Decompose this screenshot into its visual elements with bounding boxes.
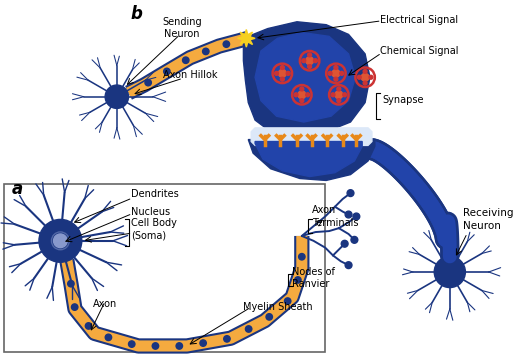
- Text: Electrical Signal: Electrical Signal: [379, 15, 458, 25]
- Text: Dendrites: Dendrites: [132, 189, 179, 199]
- Polygon shape: [238, 30, 255, 47]
- Circle shape: [361, 73, 369, 81]
- Circle shape: [314, 59, 317, 63]
- Polygon shape: [255, 142, 362, 177]
- Circle shape: [72, 304, 78, 310]
- Text: Cell Body
(Soma): Cell Body (Soma): [132, 218, 177, 240]
- FancyBboxPatch shape: [4, 184, 325, 352]
- Circle shape: [299, 253, 305, 260]
- Circle shape: [337, 99, 341, 102]
- Circle shape: [298, 91, 306, 99]
- Circle shape: [244, 35, 251, 42]
- Polygon shape: [243, 22, 370, 136]
- Circle shape: [334, 77, 338, 81]
- Circle shape: [128, 341, 135, 347]
- Circle shape: [358, 75, 361, 79]
- Circle shape: [294, 277, 301, 283]
- Circle shape: [307, 53, 312, 57]
- Text: Axon: Axon: [93, 299, 117, 309]
- Circle shape: [347, 190, 354, 197]
- Circle shape: [306, 93, 310, 97]
- Circle shape: [335, 91, 343, 99]
- Circle shape: [105, 334, 112, 341]
- Circle shape: [434, 256, 466, 287]
- Circle shape: [203, 48, 209, 55]
- Circle shape: [275, 71, 278, 75]
- Text: Sending
Neuron: Sending Neuron: [162, 17, 202, 39]
- Circle shape: [183, 57, 189, 63]
- Text: Nodes of
Ranvier: Nodes of Ranvier: [292, 267, 335, 289]
- Circle shape: [280, 77, 284, 81]
- Circle shape: [280, 66, 284, 70]
- Polygon shape: [251, 128, 372, 146]
- Text: Chemical Signal: Chemical Signal: [379, 46, 458, 56]
- Circle shape: [328, 71, 332, 75]
- Circle shape: [163, 68, 170, 75]
- Text: b: b: [130, 5, 143, 23]
- Circle shape: [294, 93, 298, 97]
- Circle shape: [363, 81, 367, 85]
- Circle shape: [85, 323, 92, 329]
- Text: Receiving
Neuron: Receiving Neuron: [464, 208, 514, 231]
- Circle shape: [331, 93, 335, 97]
- Circle shape: [68, 281, 74, 287]
- Circle shape: [224, 336, 230, 342]
- Text: Axon
Terminals: Axon Terminals: [312, 205, 358, 228]
- Circle shape: [337, 87, 341, 91]
- Circle shape: [340, 71, 343, 75]
- Circle shape: [302, 59, 306, 63]
- Circle shape: [345, 211, 352, 218]
- Circle shape: [353, 213, 360, 220]
- Circle shape: [54, 234, 67, 248]
- Circle shape: [152, 343, 159, 349]
- Circle shape: [300, 99, 304, 102]
- Polygon shape: [255, 33, 355, 122]
- Polygon shape: [248, 140, 375, 181]
- Circle shape: [223, 41, 230, 47]
- Circle shape: [245, 326, 252, 332]
- Text: a: a: [11, 180, 23, 198]
- Circle shape: [307, 64, 312, 68]
- Circle shape: [300, 87, 304, 91]
- Circle shape: [105, 85, 128, 108]
- Circle shape: [363, 70, 367, 73]
- Circle shape: [200, 340, 206, 346]
- Text: Axon Hillok: Axon Hillok: [163, 71, 217, 80]
- Circle shape: [334, 66, 338, 70]
- Circle shape: [284, 298, 291, 304]
- Circle shape: [286, 71, 290, 75]
- Text: Nucleus: Nucleus: [132, 207, 171, 216]
- Circle shape: [332, 70, 340, 77]
- Circle shape: [351, 236, 358, 243]
- Text: Myelin Sheath: Myelin Sheath: [243, 302, 313, 312]
- Circle shape: [345, 262, 352, 269]
- Circle shape: [145, 79, 151, 86]
- Circle shape: [306, 57, 314, 64]
- Text: Synapse: Synapse: [383, 94, 424, 105]
- Circle shape: [341, 240, 348, 247]
- Circle shape: [176, 343, 183, 349]
- Circle shape: [39, 219, 82, 262]
- Circle shape: [278, 70, 286, 77]
- Circle shape: [266, 313, 272, 320]
- Circle shape: [369, 75, 373, 79]
- Circle shape: [343, 93, 347, 97]
